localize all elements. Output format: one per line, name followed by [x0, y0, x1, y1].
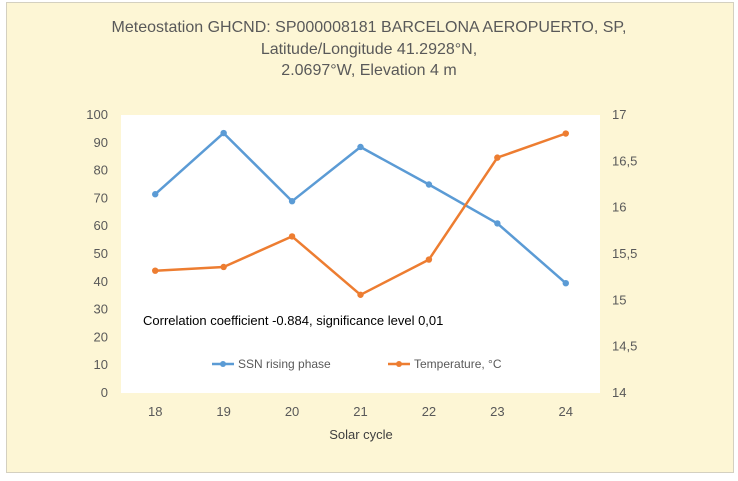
series-layer	[152, 129, 569, 298]
left-tick-label: 90	[94, 135, 108, 150]
series-1-point	[152, 191, 159, 198]
series-2-point	[220, 263, 227, 271]
legend-label: Temperature, °C	[414, 357, 502, 371]
series-2-point	[152, 267, 159, 274]
x-tick-label: 23	[490, 404, 504, 419]
x-tick-label: 22	[422, 404, 436, 419]
right-tick-label: 16,5	[612, 153, 637, 168]
right-tick-label: 16	[612, 200, 626, 215]
x-axis-ticks: 18 19 20 21 22 23 24	[148, 404, 573, 419]
right-tick-label: 15	[612, 292, 626, 307]
chart-title-line-1: Meteostation GHCND: SP000008181 BARCELON…	[111, 19, 627, 36]
series-2-point	[288, 233, 296, 240]
series-2-point	[425, 256, 433, 263]
left-tick-label: 80	[94, 163, 108, 178]
series-1-point	[288, 197, 296, 205]
left-tick-label: 70	[94, 190, 108, 205]
left-axis-ticks: 0 10 20 30 40 50 60 70 80 90 100	[86, 107, 108, 400]
legend-swatch-marker	[220, 361, 226, 367]
series-1-point	[562, 279, 569, 287]
left-tick-label: 0	[101, 385, 108, 400]
right-tick-label: 14	[612, 385, 626, 400]
series-1-point	[494, 220, 501, 227]
series-2-point	[562, 130, 569, 137]
series-1-point	[220, 129, 227, 137]
chart-title-line-2: Latitude/Longitude 41.2928°N,	[260, 41, 478, 58]
legend-swatch-marker	[396, 361, 402, 367]
legend-label: SSN rising phase	[238, 357, 331, 371]
x-tick-label: 21	[353, 404, 367, 419]
left-tick-label: 20	[94, 329, 108, 344]
left-tick-label: 100	[86, 107, 108, 122]
left-tick-label: 30	[94, 302, 108, 317]
x-axis-label: Solar cycle	[329, 427, 393, 442]
right-axis-ticks: 14 14,5 15 15,5 16 16,5 17	[612, 107, 637, 400]
legend: SSN rising phase Temperature, °C	[212, 357, 502, 371]
x-tick-label: 20	[285, 404, 299, 419]
series-1-point	[357, 143, 364, 151]
plot-area	[121, 115, 600, 393]
x-tick-label: 24	[559, 404, 573, 419]
left-tick-label: 40	[94, 274, 108, 289]
correlation-annotation: Correlation coefficient -0.884, signific…	[143, 313, 443, 328]
chart-title-line-3: 2.0697°W, Elevation 4 m	[281, 62, 457, 79]
series-2-point	[494, 154, 501, 161]
left-tick-label: 50	[94, 246, 108, 261]
x-tick-label: 18	[148, 404, 162, 419]
series-1-point	[425, 181, 433, 188]
x-tick-label: 19	[216, 404, 230, 419]
left-tick-label: 60	[94, 218, 108, 233]
right-tick-label: 15,5	[612, 246, 637, 261]
right-tick-label: 14,5	[612, 339, 637, 354]
right-tick-label: 17	[612, 107, 626, 122]
series-2-point	[357, 291, 364, 298]
left-tick-label: 10	[94, 357, 108, 372]
